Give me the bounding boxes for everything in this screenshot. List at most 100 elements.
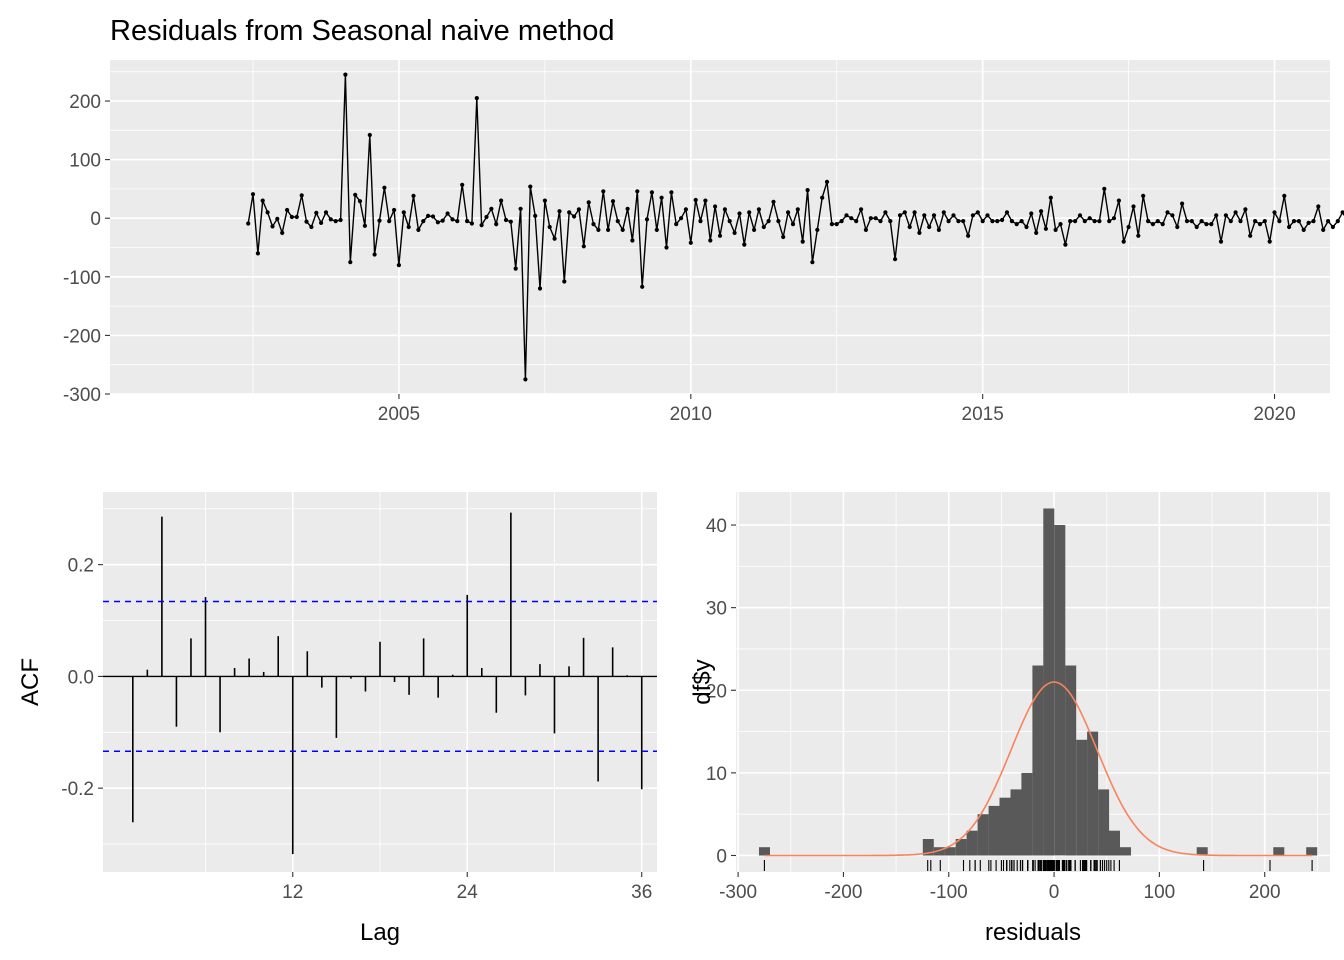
histogram-x-axis-title: residuals xyxy=(985,919,1081,946)
residual-point xyxy=(465,219,470,224)
histogram-bar xyxy=(1065,665,1077,856)
x-tick-label: 200 xyxy=(1249,882,1281,903)
residual-point xyxy=(1019,219,1024,224)
residual-point xyxy=(430,214,436,219)
residual-point xyxy=(1287,224,1292,230)
y-tick-label: 100 xyxy=(69,151,101,172)
residual-point xyxy=(922,213,927,218)
residual-point xyxy=(1233,210,1238,215)
residual-point xyxy=(533,213,538,218)
residual-point xyxy=(265,210,270,215)
histogram-bar xyxy=(1076,739,1088,856)
residual-point xyxy=(824,179,830,184)
residual-point xyxy=(1184,219,1190,224)
residual-point xyxy=(572,214,577,219)
residual-point xyxy=(927,224,932,230)
residual-point xyxy=(1321,227,1326,232)
residual-point xyxy=(1116,198,1121,203)
residual-point xyxy=(1014,222,1019,227)
residual-point xyxy=(1150,222,1155,227)
histogram-bar xyxy=(966,830,978,856)
residual-point xyxy=(990,219,995,224)
residual-point xyxy=(528,184,533,189)
residual-point xyxy=(1214,213,1219,218)
histogram-bar xyxy=(1109,830,1120,856)
residual-point xyxy=(610,199,616,204)
residual-point xyxy=(489,206,494,211)
residual-point xyxy=(1121,239,1126,244)
residual-point xyxy=(416,227,421,232)
residual-point xyxy=(649,190,655,195)
residual-point xyxy=(995,219,1000,224)
residual-point xyxy=(567,210,572,215)
residual-point xyxy=(820,195,825,200)
residual-point xyxy=(1204,222,1209,227)
residual-point xyxy=(440,218,445,223)
residual-point xyxy=(868,216,873,221)
residual-point xyxy=(970,213,976,218)
acf-y-axis-title: ACF xyxy=(17,658,44,706)
residual-point xyxy=(669,190,674,195)
residual-point xyxy=(1311,219,1316,224)
histogram-bar xyxy=(944,847,956,856)
histogram-bar xyxy=(1120,847,1131,856)
residual-point xyxy=(1034,230,1039,235)
residual-point xyxy=(727,219,732,224)
residual-point xyxy=(499,198,504,203)
residual-point xyxy=(1077,213,1083,218)
residual-point xyxy=(640,284,645,289)
residual-point xyxy=(805,188,810,193)
histogram-bar xyxy=(933,847,945,856)
residual-point xyxy=(1029,211,1034,216)
residual-point xyxy=(698,219,703,224)
histogram-y-axis-title: df$y xyxy=(689,659,716,704)
y-tick-label: -200 xyxy=(63,326,101,347)
residual-point xyxy=(387,219,392,224)
residual-point xyxy=(737,211,742,216)
x-tick-label: 2020 xyxy=(1253,404,1295,425)
residual-point xyxy=(455,219,460,224)
residual-point xyxy=(907,224,912,230)
histogram-bar xyxy=(1032,665,1044,856)
residual-point xyxy=(630,238,635,243)
residual-point xyxy=(1102,186,1107,191)
residual-point xyxy=(450,217,455,222)
residual-point xyxy=(946,219,951,224)
residual-point xyxy=(1330,224,1335,230)
residual-point xyxy=(941,210,946,215)
residual-point xyxy=(1277,219,1282,224)
residual-point xyxy=(635,189,640,194)
residual-point xyxy=(518,206,523,211)
residual-point xyxy=(975,210,980,215)
residual-point xyxy=(547,224,552,230)
residual-point xyxy=(1335,219,1340,224)
residual-point xyxy=(1092,219,1097,224)
histogram-bar xyxy=(1043,508,1055,856)
y-tick-label: 0.0 xyxy=(68,667,94,688)
residual-point xyxy=(1262,219,1267,224)
residual-point xyxy=(606,227,611,232)
histogram-panel: -300 -200 -100 0 100 200 0 10 20 30 40 residuals df$… xyxy=(689,492,1330,946)
residual-point xyxy=(1326,219,1331,224)
residual-point xyxy=(771,199,776,204)
histogram-bar xyxy=(1098,789,1110,856)
histogram-bar xyxy=(988,805,1000,856)
residual-point xyxy=(786,210,791,215)
residual-point xyxy=(314,210,319,215)
residual-point xyxy=(839,219,844,224)
y-tick-label: 0.2 xyxy=(68,556,94,577)
residual-point xyxy=(644,217,650,222)
residual-point xyxy=(1048,195,1053,200)
residual-point xyxy=(863,227,869,232)
residual-point xyxy=(674,222,679,227)
residual-point xyxy=(396,263,401,268)
residual-point xyxy=(810,260,815,265)
residual-point xyxy=(849,216,854,221)
histogram-bar xyxy=(1021,772,1033,856)
time-series-panel: 2005 2010 2015 2020 -300 -200 -100 0 100 200 xyxy=(63,60,1344,425)
residual-point xyxy=(348,260,353,265)
residual-point xyxy=(1306,220,1311,225)
residual-point xyxy=(445,211,450,216)
histogram-bar xyxy=(1054,525,1066,856)
residual-point xyxy=(717,233,723,238)
